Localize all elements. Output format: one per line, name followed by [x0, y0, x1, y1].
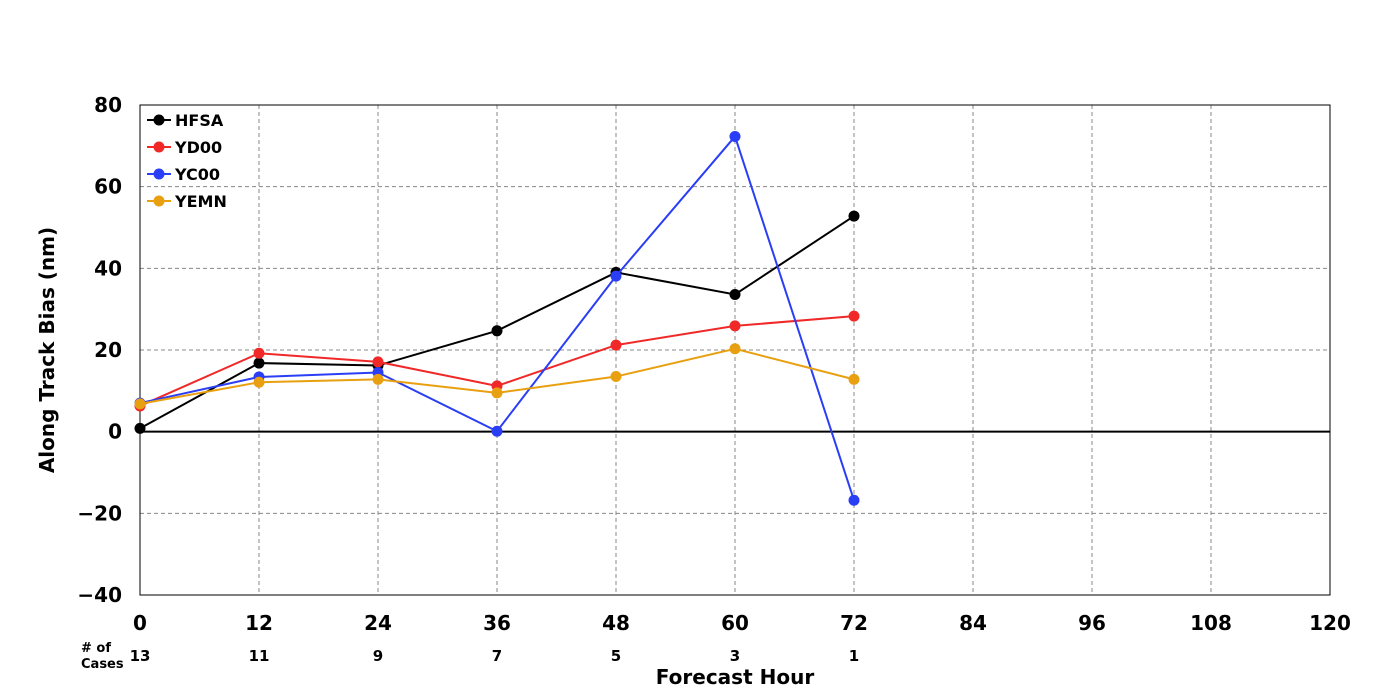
data-point-yemn	[848, 373, 860, 385]
y-tick-label: 20	[94, 338, 122, 362]
y-tick-label: 60	[94, 175, 122, 199]
data-point-yc00	[491, 425, 503, 437]
data-point-hfsa	[848, 210, 860, 222]
series-lines	[134, 130, 860, 506]
legend-item-yc00: YC00	[147, 165, 220, 184]
data-point-yemn	[134, 398, 146, 410]
x-axis-title: Forecast Hour	[656, 665, 815, 689]
x-tick-label: 36	[483, 611, 511, 635]
y-tick-label: 80	[94, 93, 122, 117]
x-tick-label: 108	[1190, 611, 1232, 635]
legend-label: HFSA	[175, 111, 224, 130]
legend-item-yemn: YEMN	[147, 192, 227, 211]
data-point-hfsa	[253, 357, 265, 369]
number-of-cases-row: # of Cases 13 11 9 7 5 3 1	[81, 641, 859, 672]
x-tick-label: 72	[840, 611, 868, 635]
x-tick-label: 60	[721, 611, 749, 635]
x-axis-tick-labels: 0 12 24 36 48 60 72 84 96 108 120	[133, 611, 1351, 635]
data-point-hfsa	[491, 325, 503, 337]
cases-label-line2: Cases	[81, 657, 124, 672]
data-point-yd00	[372, 356, 384, 368]
x-tick-label: 96	[1078, 611, 1106, 635]
data-point-yd00	[848, 310, 860, 322]
data-point-yd00	[610, 339, 622, 351]
plot-frame	[139, 104, 1331, 596]
legend-item-yd00: YD00	[147, 138, 222, 157]
x-tick-label: 0	[133, 611, 147, 635]
cases-label-line1: # of	[81, 641, 111, 656]
series-hfsa	[134, 210, 860, 434]
y-axis-tick-labels: −40 −20 0 20 40 60 80	[77, 93, 122, 607]
cases-count: 1	[849, 647, 859, 665]
cases-count: 13	[130, 647, 151, 665]
data-point-yd00	[729, 320, 741, 332]
cases-count: 11	[249, 647, 270, 665]
series-yemn	[134, 343, 860, 410]
legend-label: YEMN	[174, 192, 227, 211]
x-tick-label: 12	[245, 611, 273, 635]
cases-count: 9	[373, 647, 383, 665]
data-point-yemn	[372, 373, 384, 385]
y-tick-label: 40	[94, 256, 122, 280]
data-point-yemn	[491, 387, 503, 399]
y-axis-title: Along Track Bias (nm)	[35, 227, 59, 473]
cases-count: 3	[730, 647, 740, 665]
data-point-yc00	[610, 270, 622, 282]
x-tick-label: 24	[364, 611, 392, 635]
legend-marker	[153, 141, 165, 153]
data-point-yemn	[729, 343, 741, 355]
x-tick-label: 48	[602, 611, 630, 635]
data-point-yc00	[729, 130, 741, 142]
legend-item-hfsa: HFSA	[147, 111, 224, 130]
legend-marker	[153, 114, 165, 126]
data-point-yc00	[848, 494, 860, 506]
data-point-yemn	[253, 376, 265, 388]
x-tick-label: 120	[1309, 611, 1351, 635]
data-point-yd00	[253, 347, 265, 359]
legend-marker	[153, 195, 165, 207]
y-tick-label: 0	[108, 420, 122, 444]
y-tick-label: −20	[77, 501, 122, 525]
legend-label: YC00	[174, 165, 220, 184]
legend-label: YD00	[174, 138, 222, 157]
y-tick-label: −40	[77, 583, 122, 607]
x-tick-label: 84	[959, 611, 987, 635]
cases-count: 5	[611, 647, 621, 665]
data-point-hfsa	[134, 422, 146, 434]
cases-count: 7	[492, 647, 502, 665]
legend-marker	[153, 168, 165, 180]
data-point-hfsa	[729, 288, 741, 300]
legend: HFSA YD00 YC00 YEMN	[147, 111, 227, 211]
data-point-yemn	[610, 371, 622, 383]
